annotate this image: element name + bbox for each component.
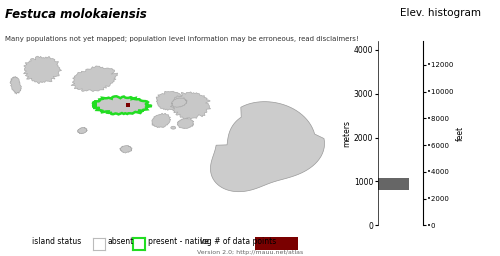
Text: Elev. histogram: Elev. histogram: [400, 8, 480, 18]
Polygon shape: [78, 127, 88, 134]
Polygon shape: [178, 118, 194, 129]
Polygon shape: [92, 96, 152, 114]
Y-axis label: feet: feet: [456, 125, 465, 141]
Polygon shape: [10, 76, 22, 94]
Bar: [378, 178, 409, 190]
Polygon shape: [171, 126, 175, 129]
Y-axis label: meters: meters: [342, 120, 351, 147]
Text: log # of data points: log # of data points: [200, 237, 276, 247]
Text: Festuca molokaiensis: Festuca molokaiensis: [5, 8, 147, 21]
Polygon shape: [71, 66, 118, 91]
Polygon shape: [24, 56, 62, 84]
Text: present - native: present - native: [148, 237, 209, 247]
Polygon shape: [172, 98, 187, 107]
Text: island status: island status: [32, 237, 82, 247]
Polygon shape: [210, 102, 324, 192]
Text: absent: absent: [108, 237, 134, 247]
Polygon shape: [170, 92, 210, 120]
Text: Version 2.0; http://mauu.net/atlas: Version 2.0; http://mauu.net/atlas: [197, 250, 303, 255]
Polygon shape: [120, 145, 132, 153]
Polygon shape: [152, 113, 171, 128]
Polygon shape: [156, 91, 184, 110]
Text: Many populations not yet mapped; population level information may be erroneous, : Many populations not yet mapped; populat…: [5, 36, 359, 42]
